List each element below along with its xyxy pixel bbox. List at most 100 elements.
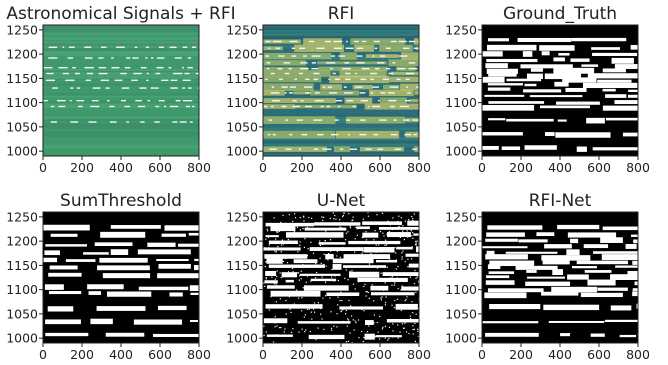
rfi-dash (309, 40, 315, 43)
rfi-dash (380, 92, 386, 94)
rfi-flag-speckle (329, 217, 331, 219)
rfi-flag-segment (529, 95, 583, 98)
rfi-flag-speckle (411, 216, 413, 218)
rfi-flag-speckle (310, 311, 312, 313)
rfi-flag-speckle (391, 228, 394, 231)
rfi-flag-speckle (364, 335, 366, 337)
rfi-flag-speckle (314, 229, 316, 231)
rfi-flag-segment (43, 257, 58, 263)
rfi-flag-segment (591, 47, 620, 50)
rfi-flag-segment (582, 82, 638, 89)
rfi-dash (299, 67, 309, 70)
rfi-dash (359, 133, 367, 136)
rfi-flag-segment (486, 58, 538, 63)
y-tick-label: 1100 (6, 282, 38, 297)
y-tick-label: 1250 (6, 22, 38, 37)
rfi-flag-speckle (340, 291, 342, 293)
rfi-flag-speckle (308, 216, 310, 219)
rfi-flag-segment (281, 272, 298, 278)
rfi-dash (398, 40, 407, 43)
rfi-dash (392, 62, 396, 64)
y-tick-label: 1200 (445, 234, 477, 249)
rfi-flag-speckle (389, 258, 391, 260)
rfi-flag-speckle (307, 248, 309, 250)
rfi-flag-speckle (352, 319, 354, 321)
rfi-flag-speckle (395, 252, 397, 254)
rfi-flag-speckle (412, 218, 414, 220)
rfi-flag-segment (189, 285, 199, 292)
rfi-dash (101, 46, 107, 49)
rfi-flag-segment (488, 118, 506, 121)
rfi-flag-speckle (275, 301, 278, 303)
rfi-dash (139, 87, 147, 89)
rfi-flag-segment (164, 225, 199, 231)
rfi-dash (299, 72, 303, 75)
rfi-flag-segment (619, 334, 637, 338)
rfi-flag-speckle (368, 297, 370, 299)
rfi-flag-speckle (319, 240, 321, 242)
rfi-flag-segment (592, 52, 638, 57)
rfi-flag-speckle (276, 275, 278, 278)
rfi-flag-speckle (375, 244, 377, 246)
rfi-flag-segment (486, 68, 518, 74)
rfi-dash (105, 87, 110, 89)
y-tick-label: 1150 (226, 71, 258, 86)
rfi-flag-speckle (285, 258, 287, 260)
rfi-flag-speckle (349, 270, 351, 273)
rfi-flag-speckle (392, 217, 394, 219)
rfi-flag-speckle (344, 239, 347, 241)
rfi-flag-segment (551, 286, 598, 293)
rfi-dash (345, 119, 351, 121)
rfi-flag-speckle (311, 318, 313, 320)
rfi-dash (46, 72, 54, 75)
rfi-flag-segment (156, 258, 189, 262)
rfi-dash (344, 62, 350, 64)
rfi-flag-segment (487, 225, 543, 230)
rfi-flag-speckle (292, 328, 294, 330)
rfi-flag-speckle (323, 253, 325, 255)
rfi-band (263, 70, 331, 77)
rfi-flag-speckle (363, 336, 365, 339)
rfi-flag-speckle (349, 332, 351, 334)
rfi-flag-speckle (322, 336, 324, 339)
rfi-band (379, 44, 413, 52)
rfi-dash (382, 78, 389, 81)
rfi-dash (291, 55, 297, 57)
rfi-flag-speckle (414, 243, 417, 246)
rfi-dash (377, 148, 384, 150)
panel-ground-truth: Ground_Truth 0 200 400 600 800 1000 1050 1100 115… (445, 4, 650, 175)
rfi-dash (271, 105, 274, 108)
rfi-flag-speckle (355, 321, 357, 324)
rfi-flag-speckle (303, 316, 305, 318)
rfi-flag-segment (539, 105, 590, 109)
rfi-flag-segment (265, 270, 277, 277)
frequency-stripe (263, 27, 419, 31)
rfi-flag-speckle (386, 266, 388, 268)
rfi-flag-segment (556, 101, 600, 105)
rfi-flag-speckle (377, 331, 379, 333)
x-tick-label: 200 (70, 160, 94, 175)
y-tick-label: 1100 (445, 282, 477, 297)
rfi-flag-speckle (384, 301, 387, 304)
rfi-flag-segment (264, 254, 308, 259)
rfi-flag-speckle (289, 242, 291, 244)
frequency-stripe (263, 143, 419, 146)
rfi-dash (330, 55, 336, 57)
rfi-flag-speckle (373, 314, 376, 316)
rfi-dash (278, 78, 283, 81)
rfi-flag-speckle (405, 331, 408, 333)
rfi-flag-segment (263, 247, 301, 251)
rfi-dash (359, 119, 366, 121)
rfi-dash (356, 47, 364, 49)
rfi-flag-segment (485, 254, 528, 260)
rfi-flag-speckle (347, 340, 349, 342)
rfi-dash (72, 66, 76, 69)
rfi-flag-speckle (304, 227, 307, 230)
y-tick-label: 1200 (6, 47, 38, 62)
rfi-dash (69, 99, 72, 102)
rfi-flag-speckle (349, 227, 352, 229)
panel-image-sumthreshold (43, 212, 199, 343)
rfi-flag-speckle (303, 246, 306, 249)
y-tick-label: 1200 (6, 234, 38, 249)
rfi-flag-speckle (267, 254, 269, 257)
